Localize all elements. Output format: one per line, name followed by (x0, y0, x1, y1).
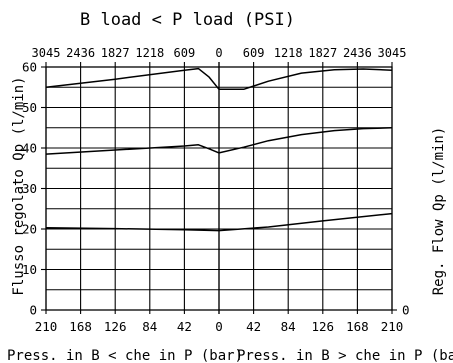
x-bar-tick-label: 168 (346, 319, 369, 334)
y-tick-label: 40 (22, 141, 37, 156)
y-tick-label: 50 (22, 100, 37, 115)
x-bar-tick-label: 126 (104, 319, 127, 334)
y-tick-label: 0 (29, 303, 37, 318)
tick-marks (41, 62, 397, 314)
x-psi-tick-label: 1827 (101, 46, 130, 60)
series-line-2 (45, 127, 393, 155)
tick-labels: 210 168 126 84 42 0 42 84 126 168 210 3045 2436 1827 1… (22, 46, 410, 334)
x-psi-tick-label: 0 (215, 46, 222, 60)
x-bar-tick-label: 84 (281, 319, 296, 334)
x-psi-tick-label: 2436 (343, 46, 372, 60)
y-tick-label: 60 (22, 60, 37, 75)
x-axis-label-right: Press. in B > che in P (bar) (237, 348, 453, 363)
x-bar-tick-label: 210 (35, 319, 58, 334)
x-psi-tick-label: 1218 (135, 46, 164, 60)
x-bar-tick-label: 42 (246, 319, 261, 334)
x-bar-tick-label: 210 (381, 319, 404, 334)
x-psi-tick-label: 609 (174, 46, 196, 60)
x-psi-tick-label: 3045 (32, 46, 61, 60)
y-tick-label: 20 (22, 222, 37, 237)
x-bar-tick-label: 84 (142, 319, 157, 334)
x-bar-tick-label: 168 (69, 319, 92, 334)
y-tick-label: 30 (22, 181, 37, 196)
x-psi-tick-label: 609 (243, 46, 265, 60)
x-bar-tick-label: 42 (177, 319, 192, 334)
x-bar-tick-label: 126 (312, 319, 335, 334)
series-line-1 (45, 67, 393, 91)
y-tick-label: 10 (22, 262, 37, 277)
series-line-3 (45, 212, 393, 232)
x-bar-tick-label: 0 (215, 319, 223, 334)
x-psi-tick-label: 1827 (308, 46, 337, 60)
y-axis-label-right: Reg. Flow Qp (l/min) (431, 127, 447, 296)
x-axis-label-left: Press. in B < che in P (bar) (7, 348, 243, 363)
y-axis-label-left: Flusso regolato Qp (l/min) (11, 76, 27, 295)
x-psi-tick-label: 3045 (378, 46, 407, 60)
y-right-tick-label: 0 (402, 303, 410, 318)
curves (45, 67, 393, 232)
x-psi-tick-label: 1218 (274, 46, 303, 60)
chart-title: B load < P load (PSI) (80, 10, 295, 30)
x-psi-tick-label: 2436 (66, 46, 95, 60)
